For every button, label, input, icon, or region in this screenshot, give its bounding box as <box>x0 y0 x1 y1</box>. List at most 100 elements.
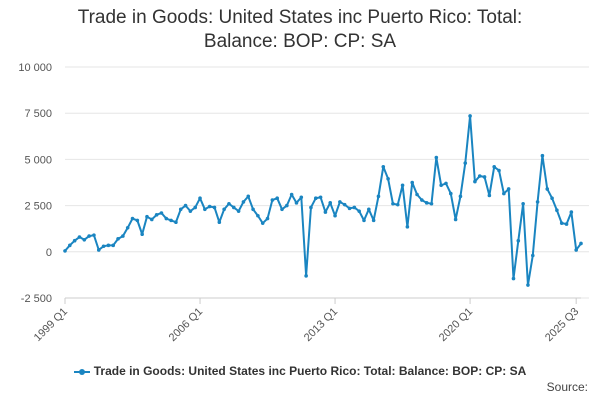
data-point[interactable] <box>473 179 477 184</box>
data-point[interactable] <box>203 207 207 212</box>
data-point[interactable] <box>530 253 535 258</box>
data-point[interactable] <box>231 205 236 210</box>
data-point[interactable] <box>564 222 569 226</box>
data-point[interactable] <box>280 207 284 212</box>
data-point[interactable] <box>506 187 511 191</box>
data-point[interactable] <box>429 201 434 206</box>
data-point[interactable] <box>183 203 188 208</box>
data-point[interactable] <box>535 200 540 204</box>
data-point[interactable] <box>164 216 169 221</box>
data-point[interactable] <box>92 233 96 237</box>
data-point[interactable] <box>251 207 255 212</box>
data-point[interactable] <box>574 248 578 252</box>
data-point[interactable] <box>154 213 159 217</box>
data-point[interactable] <box>217 220 222 225</box>
data-point[interactable] <box>420 198 424 202</box>
series-line[interactable] <box>64 114 582 287</box>
data-point[interactable] <box>328 201 333 205</box>
data-point[interactable] <box>502 191 506 196</box>
data-point[interactable] <box>453 217 458 222</box>
data-point[interactable] <box>246 194 251 199</box>
data-point[interactable] <box>357 209 361 213</box>
data-point[interactable] <box>313 196 318 201</box>
data-point[interactable] <box>550 196 554 201</box>
data-point[interactable] <box>140 232 144 237</box>
data-point[interactable] <box>72 238 77 243</box>
data-point[interactable] <box>347 206 352 211</box>
data-point[interactable] <box>477 174 482 178</box>
data-point[interactable] <box>376 194 381 199</box>
data-point[interactable] <box>106 243 111 248</box>
data-point[interactable] <box>482 175 487 179</box>
data-point[interactable] <box>198 196 202 201</box>
data-point[interactable] <box>405 225 410 229</box>
data-point[interactable] <box>125 225 130 230</box>
data-point[interactable] <box>333 213 337 218</box>
data-point[interactable] <box>188 209 193 213</box>
data-point[interactable] <box>304 274 308 278</box>
data-point[interactable] <box>111 243 116 248</box>
data-point[interactable] <box>352 205 357 210</box>
data-point[interactable] <box>540 153 545 158</box>
data-point[interactable] <box>309 205 313 210</box>
data-point[interactable] <box>169 218 173 223</box>
data-point[interactable] <box>391 201 395 206</box>
data-point[interactable] <box>212 205 217 210</box>
data-point[interactable] <box>178 207 183 212</box>
data-point[interactable] <box>400 183 405 188</box>
data-point[interactable] <box>256 213 260 218</box>
data-point[interactable] <box>338 200 342 204</box>
data-point[interactable] <box>285 203 289 208</box>
data-point[interactable] <box>82 237 87 242</box>
data-point[interactable] <box>101 244 106 249</box>
data-point[interactable] <box>342 202 347 207</box>
data-point[interactable] <box>116 237 120 241</box>
data-point[interactable] <box>236 209 241 213</box>
data-point[interactable] <box>207 204 212 209</box>
data-point[interactable] <box>121 234 125 238</box>
data-point[interactable] <box>193 205 198 210</box>
data-point[interactable] <box>159 211 164 215</box>
data-point[interactable] <box>362 218 366 223</box>
data-point[interactable] <box>174 220 178 225</box>
data-point[interactable] <box>487 193 492 198</box>
data-point[interactable] <box>222 207 226 212</box>
data-point[interactable] <box>386 177 390 181</box>
data-point[interactable] <box>559 221 564 225</box>
data-point[interactable] <box>323 210 328 214</box>
data-point[interactable] <box>318 195 323 200</box>
data-point[interactable] <box>434 155 439 160</box>
data-point[interactable] <box>448 191 453 196</box>
data-point[interactable] <box>77 235 82 239</box>
data-point[interactable] <box>497 168 501 173</box>
data-point[interactable] <box>289 192 294 197</box>
data-point[interactable] <box>299 195 304 200</box>
data-point[interactable] <box>511 276 516 281</box>
data-point[interactable] <box>439 183 443 188</box>
series-layer[interactable] <box>63 114 583 287</box>
data-point[interactable] <box>516 238 521 243</box>
data-point[interactable] <box>555 208 559 213</box>
data-point[interactable] <box>424 201 429 205</box>
data-point[interactable] <box>63 249 67 253</box>
data-point[interactable] <box>463 161 468 165</box>
data-point[interactable] <box>68 243 72 248</box>
data-point[interactable] <box>265 216 270 221</box>
data-point[interactable] <box>150 217 154 222</box>
data-point[interactable] <box>521 201 525 206</box>
data-point[interactable] <box>367 207 371 212</box>
data-point[interactable] <box>579 241 583 246</box>
data-point[interactable] <box>135 218 140 223</box>
data-point[interactable] <box>381 164 386 169</box>
data-point[interactable] <box>395 202 400 207</box>
data-point[interactable] <box>492 164 497 169</box>
data-point[interactable] <box>458 194 463 199</box>
data-point[interactable] <box>468 114 472 118</box>
data-point[interactable] <box>241 200 246 204</box>
data-point[interactable] <box>270 198 275 202</box>
data-point[interactable] <box>545 187 550 191</box>
legend[interactable]: Trade in Goods: United States inc Puerto… <box>0 364 600 378</box>
data-point[interactable] <box>371 218 376 223</box>
data-point[interactable] <box>96 248 101 252</box>
data-point[interactable] <box>294 201 299 205</box>
